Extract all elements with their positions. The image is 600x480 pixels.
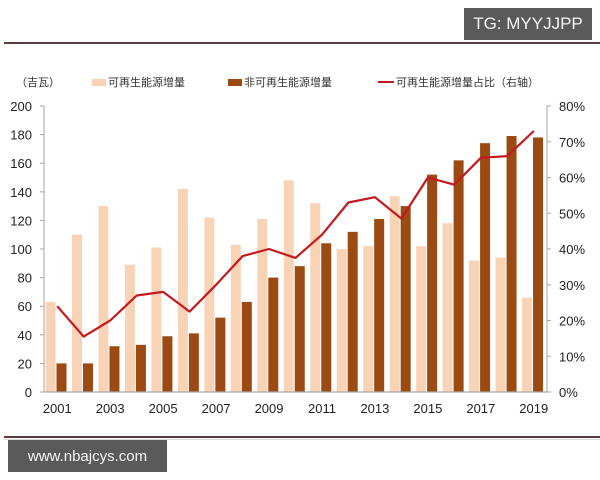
bar-series: [45, 136, 544, 392]
left-tick-label: 140: [10, 185, 32, 200]
chart-legend: （吉瓦） 可再生能源增量 非可再生能源增量 可再生能源增量占比（右轴）: [0, 74, 600, 94]
bar-renewable: [230, 244, 241, 392]
bar-non-renewable: [533, 137, 544, 392]
bar-renewable: [442, 223, 453, 392]
left-tick-label: 200: [10, 99, 32, 114]
bar-renewable: [389, 196, 400, 392]
bar-renewable: [177, 188, 188, 392]
x-tick-label: 2009: [255, 401, 284, 416]
bar-renewable: [495, 257, 506, 392]
legend-line-share: [378, 81, 394, 83]
share-line-series: [56, 130, 535, 338]
bar-renewable: [98, 206, 109, 392]
legend-label-non-renewable: 非可再生能源增量: [244, 76, 332, 89]
header-rule: [4, 42, 600, 44]
right-tick-label: 50%: [559, 206, 585, 221]
bar-non-renewable: [480, 143, 491, 392]
x-tick-label: 2019: [519, 401, 548, 416]
bar-non-renewable: [241, 301, 252, 392]
chart-plot: 0 20 40 60 80 100 120 140 160 180 200 0% 10% 20% 30% 4…: [10, 99, 585, 416]
legend-item-renewable: 可再生能源增量: [92, 74, 185, 90]
right-tick-label: 80%: [559, 99, 585, 114]
left-y-axis: 0 20 40 60 80 100 120 140 160 180 200: [10, 99, 45, 400]
left-tick-label: 60: [18, 299, 32, 314]
bar-renewable: [469, 260, 480, 392]
bar-renewable: [257, 218, 268, 392]
bar-non-renewable: [109, 346, 120, 392]
bar-non-renewable: [374, 218, 385, 392]
bar-renewable: [283, 180, 294, 392]
bar-non-renewable: [162, 336, 173, 392]
share-line: [56, 130, 535, 338]
bar-non-renewable: [506, 136, 517, 392]
x-tick-label: 2003: [96, 401, 125, 416]
right-y-axis: 0% 10% 20% 30% 40% 50% 60% 70% 80%: [546, 99, 585, 400]
bar-renewable: [71, 234, 82, 392]
right-tick-label: 0%: [559, 385, 578, 400]
watermark-top: TG: MYYJJPP: [464, 8, 592, 40]
bar-renewable: [522, 297, 533, 392]
left-tick-label: 120: [10, 213, 32, 228]
bar-non-renewable: [453, 160, 464, 392]
bar-non-renewable: [215, 317, 226, 392]
bar-non-renewable: [347, 231, 358, 392]
bar-renewable: [363, 246, 374, 392]
bar-non-renewable: [400, 206, 411, 392]
left-tick-label: 20: [18, 356, 32, 371]
bar-non-renewable: [135, 344, 146, 392]
right-tick-label: 10%: [559, 349, 585, 364]
left-tick-label: 160: [10, 156, 32, 171]
left-tick-label: 80: [18, 271, 32, 286]
bar-renewable: [45, 301, 56, 392]
bar-non-renewable: [56, 363, 67, 392]
right-tick-label: 30%: [559, 278, 585, 293]
bar-renewable: [336, 249, 347, 392]
bar-renewable: [124, 264, 135, 392]
bar-non-renewable: [321, 243, 332, 392]
x-tick-label: 2011: [308, 401, 336, 416]
legend-item-share: 可再生能源增量占比（右轴）: [378, 74, 539, 90]
left-tick-label: 100: [10, 242, 32, 257]
right-tick-label: 60%: [559, 171, 585, 186]
bar-renewable: [310, 203, 321, 392]
x-tick-label: 2015: [413, 401, 442, 416]
bar-renewable: [204, 217, 215, 392]
x-tick-label: 2007: [202, 401, 231, 416]
bar-non-renewable: [427, 174, 438, 392]
x-tick-label: 2001: [43, 401, 72, 416]
legend-item-non-renewable: 非可再生能源增量: [228, 74, 332, 90]
bar-renewable: [151, 247, 162, 392]
bar-non-renewable: [294, 266, 305, 392]
legend-label-renewable: 可再生能源增量: [108, 76, 185, 89]
left-tick-label: 0: [25, 385, 32, 400]
x-axis: 2001 2003 2005 2007 2009 2011 2013 2015 2017 2019: [43, 391, 548, 416]
right-tick-label: 20%: [559, 314, 585, 329]
x-tick-label: 2005: [149, 401, 178, 416]
left-tick-label: 40: [18, 328, 32, 343]
right-tick-label: 70%: [559, 135, 585, 150]
x-tick-label: 2013: [360, 401, 389, 416]
bar-non-renewable: [188, 333, 199, 392]
footer-rule: [4, 436, 600, 440]
right-tick-label: 40%: [559, 242, 585, 257]
legend-swatch-renewable: [92, 78, 106, 86]
legend-swatch-non-renewable: [228, 78, 242, 86]
bar-non-renewable: [268, 277, 279, 392]
bar-renewable: [416, 246, 427, 392]
x-tick-label: 2017: [466, 401, 495, 416]
bar-non-renewable: [82, 363, 93, 392]
left-tick-label: 180: [10, 128, 32, 143]
watermark-bottom: www.nbajcys.com: [8, 440, 167, 472]
y-axis-unit-label: （吉瓦）: [16, 76, 60, 89]
legend-label-share: 可再生能源增量占比（右轴）: [396, 76, 539, 89]
